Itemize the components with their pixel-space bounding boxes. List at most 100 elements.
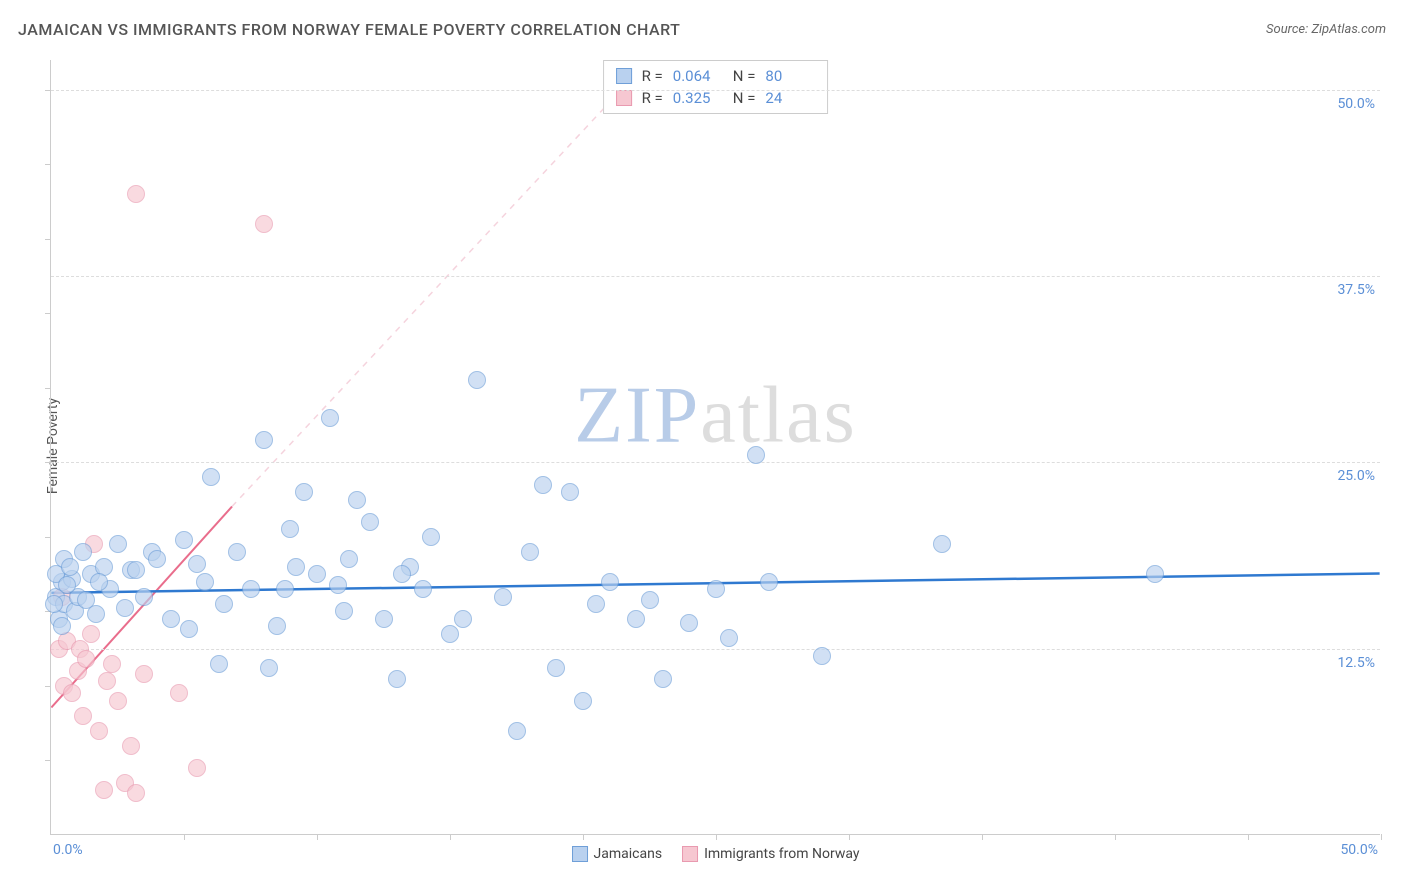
blue-point xyxy=(468,371,486,389)
y-tick xyxy=(45,537,51,538)
blue-point xyxy=(210,655,228,673)
y-tick xyxy=(45,239,51,240)
blue-point xyxy=(180,620,198,638)
pink-point xyxy=(127,784,145,802)
chart-title: JAMAICAN VS IMMIGRANTS FROM NORWAY FEMAL… xyxy=(18,20,680,39)
watermark: ZIPatlas xyxy=(574,371,857,462)
blue-point xyxy=(720,629,738,647)
blue-point xyxy=(281,520,299,538)
blue-point xyxy=(707,580,725,598)
correlation-row-blue: R = 0.064 N = 80 xyxy=(616,65,816,87)
blue-point xyxy=(627,610,645,628)
blue-point xyxy=(375,610,393,628)
blue-point xyxy=(74,543,92,561)
blue-point xyxy=(215,595,233,613)
blue-point xyxy=(255,431,273,449)
blue-point xyxy=(601,573,619,591)
y-tick-label: 37.5% xyxy=(1337,282,1375,298)
blue-point xyxy=(202,468,220,486)
blue-point xyxy=(1146,565,1164,583)
legend-item-pink: Immigrants from Norway xyxy=(682,846,859,862)
pink-point xyxy=(109,692,127,710)
blue-point xyxy=(162,610,180,628)
blue-point xyxy=(534,476,552,494)
blue-point xyxy=(148,550,166,568)
blue-point xyxy=(242,580,260,598)
blue-point xyxy=(188,555,206,573)
blue-point xyxy=(441,625,459,643)
blue-point xyxy=(276,580,294,598)
blue-point xyxy=(321,409,339,427)
blue-point xyxy=(933,535,951,553)
blue-point xyxy=(116,599,134,617)
pink-point xyxy=(77,650,95,668)
blue-point xyxy=(388,670,406,688)
pink-point xyxy=(90,722,108,740)
blue-point xyxy=(747,446,765,464)
blue-point xyxy=(680,614,698,632)
blue-point xyxy=(58,576,76,594)
legend-item-blue: Jamaicans xyxy=(572,846,663,862)
blue-point xyxy=(422,528,440,546)
x-tick xyxy=(1248,834,1249,840)
x-axis-origin-label: 0.0% xyxy=(53,842,83,858)
blue-point xyxy=(760,573,778,591)
blue-point xyxy=(260,659,278,677)
pink-point xyxy=(95,781,113,799)
blue-point xyxy=(454,610,472,628)
blue-point xyxy=(574,692,592,710)
blue-point xyxy=(308,565,326,583)
trend-lines xyxy=(51,60,1380,834)
y-tick xyxy=(45,462,51,463)
blue-point xyxy=(90,573,108,591)
y-tick-label: 50.0% xyxy=(1337,96,1375,112)
blue-point xyxy=(813,647,831,665)
y-tick xyxy=(45,313,51,314)
swatch-blue xyxy=(572,846,588,862)
blue-point xyxy=(268,617,286,635)
blue-point xyxy=(295,483,313,501)
x-tick xyxy=(184,834,185,840)
correlation-legend: R = 0.064 N = 80 R = 0.325 N = 24 xyxy=(603,60,829,114)
pink-point xyxy=(98,672,116,690)
blue-point xyxy=(340,550,358,568)
x-axis-max-label: 50.0% xyxy=(1340,842,1378,858)
blue-point xyxy=(547,659,565,677)
pink-point xyxy=(82,625,100,643)
gridline xyxy=(51,276,1380,277)
pink-point xyxy=(103,655,121,673)
pink-point xyxy=(255,215,273,233)
source-attribution: Source: ZipAtlas.com xyxy=(1266,22,1386,37)
pink-point xyxy=(122,737,140,755)
pink-point xyxy=(74,707,92,725)
y-tick xyxy=(45,686,51,687)
x-tick xyxy=(1381,834,1382,840)
blue-point xyxy=(587,595,605,613)
blue-point xyxy=(508,722,526,740)
y-tick xyxy=(45,164,51,165)
gridline xyxy=(51,90,1380,91)
blue-point xyxy=(45,595,63,613)
blue-point xyxy=(561,483,579,501)
blue-point xyxy=(77,591,95,609)
blue-point xyxy=(109,535,127,553)
blue-point xyxy=(61,558,79,576)
chart-header: JAMAICAN VS IMMIGRANTS FROM NORWAY FEMAL… xyxy=(18,20,1386,39)
blue-point xyxy=(494,588,512,606)
x-tick xyxy=(716,834,717,840)
gridline xyxy=(51,462,1380,463)
pink-point xyxy=(63,684,81,702)
x-tick xyxy=(450,834,451,840)
pink-point xyxy=(170,684,188,702)
blue-point xyxy=(348,491,366,509)
x-tick xyxy=(849,834,850,840)
y-tick-label: 12.5% xyxy=(1337,655,1375,671)
y-tick xyxy=(45,90,51,91)
blue-point xyxy=(127,561,145,579)
y-tick xyxy=(45,388,51,389)
blue-point xyxy=(414,580,432,598)
scatter-chart: ZIPatlas R = 0.064 N = 80 R = 0.325 N = … xyxy=(50,60,1380,835)
x-tick xyxy=(317,834,318,840)
y-tick-label: 25.0% xyxy=(1337,468,1375,484)
blue-point xyxy=(228,543,246,561)
